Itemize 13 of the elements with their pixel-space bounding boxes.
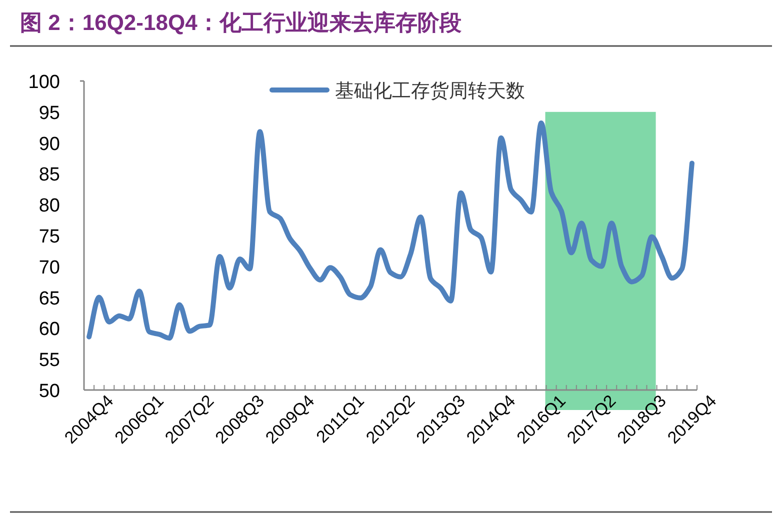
- y-tick-label: 50: [38, 381, 60, 402]
- legend-label: 基础化工存货周转天数: [335, 80, 525, 102]
- y-tick-label: 70: [38, 257, 60, 278]
- y-tick-label: 95: [38, 102, 60, 124]
- y-tick-label: 85: [38, 164, 60, 186]
- y-tick-label: 75: [38, 226, 60, 248]
- y-tick-label: 100: [28, 72, 60, 93]
- y-tick-label: 65: [38, 288, 60, 310]
- y-tick-label: 55: [38, 350, 60, 372]
- y-tick-label: 60: [38, 319, 60, 340]
- y-tick-label: 80: [38, 196, 60, 217]
- title: 图 2：16Q2-18Q4：化工行业迎来去库存阶段: [20, 10, 462, 35]
- y-tick-label: 90: [38, 134, 60, 155]
